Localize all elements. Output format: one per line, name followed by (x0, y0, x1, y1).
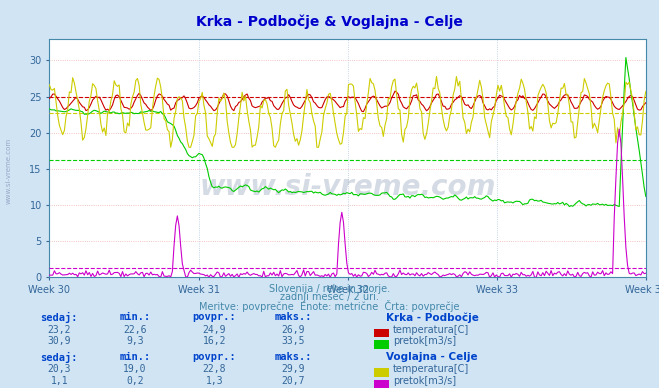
Text: min.:: min.: (119, 352, 151, 362)
Text: 20,7: 20,7 (281, 376, 305, 386)
Text: 1,1: 1,1 (51, 376, 68, 386)
Text: Slovenija / reke in morje.: Slovenija / reke in morje. (269, 284, 390, 294)
Text: 22,6: 22,6 (123, 325, 147, 335)
Text: temperatura[C]: temperatura[C] (393, 325, 469, 335)
Text: 24,9: 24,9 (202, 325, 226, 335)
Text: 0,2: 0,2 (127, 376, 144, 386)
Text: maks.:: maks.: (275, 312, 312, 322)
Text: 26,9: 26,9 (281, 325, 305, 335)
Text: 20,3: 20,3 (47, 364, 71, 374)
Text: Meritve: povprečne  Enote: metrične  Črta: povprečje: Meritve: povprečne Enote: metrične Črta:… (199, 300, 460, 312)
Text: temperatura[C]: temperatura[C] (393, 364, 469, 374)
Text: 9,3: 9,3 (127, 336, 144, 346)
Text: 29,9: 29,9 (281, 364, 305, 374)
Text: pretok[m3/s]: pretok[m3/s] (393, 376, 456, 386)
Text: Krka - Podbočje & Voglajna - Celje: Krka - Podbočje & Voglajna - Celje (196, 14, 463, 29)
Text: zadnji mesec / 2 uri.: zadnji mesec / 2 uri. (280, 292, 379, 302)
Text: www.si-vreme.com: www.si-vreme.com (5, 138, 11, 204)
Text: Krka - Podbočje: Krka - Podbočje (386, 312, 478, 323)
Text: 30,9: 30,9 (47, 336, 71, 346)
Text: www.si-vreme.com: www.si-vreme.com (200, 173, 496, 201)
Text: povpr.:: povpr.: (192, 312, 236, 322)
Text: 1,3: 1,3 (206, 376, 223, 386)
Text: 22,8: 22,8 (202, 364, 226, 374)
Text: pretok[m3/s]: pretok[m3/s] (393, 336, 456, 346)
Text: sedaj:: sedaj: (41, 352, 78, 363)
Text: 33,5: 33,5 (281, 336, 305, 346)
Text: 16,2: 16,2 (202, 336, 226, 346)
Text: Voglajna - Celje: Voglajna - Celje (386, 352, 477, 362)
Text: 19,0: 19,0 (123, 364, 147, 374)
Text: 23,2: 23,2 (47, 325, 71, 335)
Text: maks.:: maks.: (275, 352, 312, 362)
Text: sedaj:: sedaj: (41, 312, 78, 323)
Text: povpr.:: povpr.: (192, 352, 236, 362)
Text: min.:: min.: (119, 312, 151, 322)
